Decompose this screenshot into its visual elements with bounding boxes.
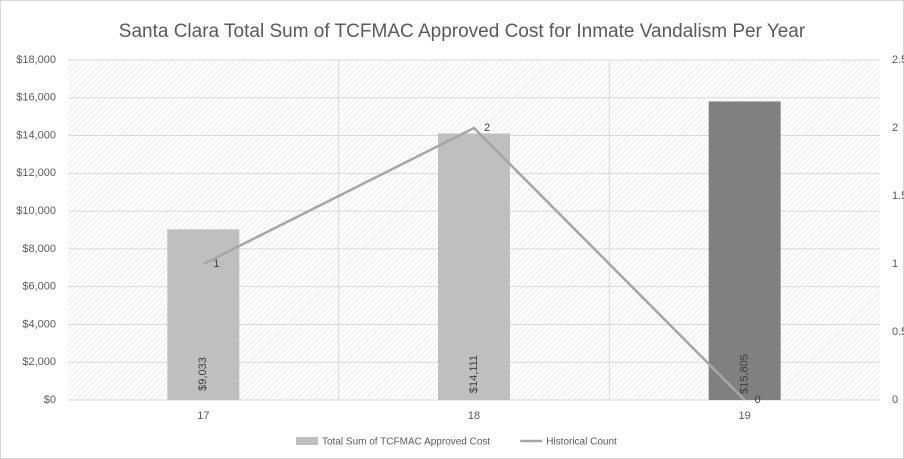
bar-value-label: $9,033 (197, 357, 209, 391)
line-value-label: 2 (484, 122, 490, 134)
legend-label: Historical Count (546, 437, 617, 448)
y-tick-label: $6,000 (22, 281, 56, 293)
y2-tick-label: 2.5 (892, 54, 904, 66)
line-value-label: 0 (755, 394, 761, 406)
line (202, 126, 746, 401)
bar (708, 101, 781, 400)
x-tick-label: 17 (197, 410, 209, 422)
y-tick-label: $8,000 (22, 243, 56, 255)
bar (438, 133, 510, 400)
y2-tick-label: 2 (892, 122, 898, 134)
bar (167, 229, 240, 400)
bar-value-label: $15,805 (739, 354, 751, 394)
y-tick-label: $18,000 (16, 54, 56, 66)
y2-tick-label: 1 (892, 258, 898, 270)
y-tick-label: $2,000 (22, 356, 56, 368)
y2-tick-label: 1.5 (892, 190, 904, 202)
y-tick-label: $10,000 (16, 205, 56, 217)
y-tick-label: $16,000 (16, 92, 56, 104)
legend-swatch (296, 437, 318, 445)
chart-title: Santa Clara Total Sum of TCFMAC Approved… (119, 21, 806, 42)
y2-tick-label: 0 (892, 394, 898, 406)
y-tick-label: $14,000 (16, 129, 56, 141)
bar-value-label: $14,111 (468, 355, 480, 393)
x-tick-label: 19 (739, 410, 751, 422)
y-tick-label: $12,000 (16, 167, 56, 179)
line-value-label: 1 (213, 258, 219, 270)
x-tick-label: 18 (468, 410, 480, 422)
y-tick-label: $0 (44, 394, 56, 406)
y-tick-label: $4,000 (22, 318, 56, 330)
legend-label: Total Sum of TCFMAC Approved Cost (322, 437, 490, 448)
y2-tick-label: 0.5 (892, 326, 904, 338)
